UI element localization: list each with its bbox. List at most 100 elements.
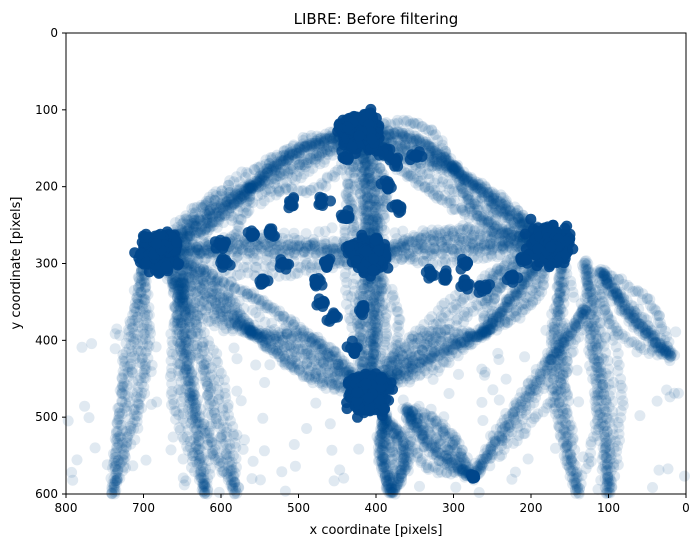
- scatter-point: [325, 133, 337, 144]
- scatter-point: [323, 141, 335, 153]
- scatter-point: [274, 167, 286, 179]
- scatter-point: [305, 152, 317, 164]
- scatter-point: [256, 188, 268, 200]
- scatter-point: [271, 156, 283, 168]
- scatter-point: [225, 197, 237, 208]
- scatter-point: [263, 158, 275, 170]
- scatter-point: [219, 209, 231, 221]
- scatter-point: [247, 197, 259, 209]
- scatter-point: [192, 224, 204, 236]
- scatter-point: [208, 216, 220, 228]
- scatter-point: [213, 205, 225, 217]
- scatter-point: [210, 208, 222, 219]
- scatter-point: [214, 202, 226, 214]
- scatter-point: [190, 220, 202, 232]
- scatter-point: [194, 215, 206, 227]
- scatter-point: [222, 184, 234, 196]
- scatter-point: [216, 185, 228, 197]
- scatter-point: [258, 195, 270, 207]
- scatter-point: [313, 138, 325, 150]
- scatter-point: [184, 230, 196, 242]
- scatter-point: [286, 172, 298, 184]
- scatter-point: [286, 146, 298, 158]
- scatter-point: [186, 234, 198, 245]
- scatter-point: [205, 209, 217, 221]
- scatter-point: [197, 229, 209, 241]
- scatter-point: [232, 213, 244, 225]
- scatter-point: [298, 168, 310, 180]
- scatter-point: [319, 153, 331, 165]
- scatter-point: [205, 194, 217, 206]
- points-layer: [62, 103, 690, 500]
- scatter-point: [184, 227, 196, 239]
- scatter-point: [237, 206, 249, 218]
- scatter-point: [282, 166, 294, 178]
- scatter-point: [264, 303, 276, 315]
- scatter-point: [230, 197, 242, 209]
- scatter-point: [271, 170, 283, 182]
- scatter-point: [233, 196, 245, 208]
- scatter-point: [298, 156, 309, 168]
- scatter-point: [232, 205, 244, 217]
- scatter-point: [327, 141, 339, 153]
- scatter-point: [255, 198, 267, 210]
- scatter-point: [234, 190, 246, 202]
- scatter-point: [213, 210, 224, 222]
- scatter-point: [201, 222, 212, 234]
- scatter-point: [317, 146, 328, 158]
- scatter-point: [264, 191, 275, 203]
- scatter-point: [280, 149, 292, 161]
- scatter-point: [226, 214, 238, 226]
- scatter-point: [242, 188, 253, 199]
- scatter-point: [244, 182, 256, 194]
- scatter-point: [268, 172, 280, 184]
- scatter-point: [303, 165, 315, 177]
- scatter-point: [278, 168, 289, 180]
- scatter-point: [290, 150, 302, 162]
- scatter-point: [294, 143, 306, 155]
- scatter-point: [315, 147, 327, 159]
- scatter-point: [227, 211, 239, 223]
- scatter-point: [234, 176, 246, 188]
- scatter-point: [259, 176, 271, 188]
- scatter-point: [302, 154, 314, 165]
- scatter-point: [206, 211, 218, 223]
- scatter-point: [253, 181, 265, 193]
- scatter-point: [299, 161, 311, 173]
- scatter-point: [309, 154, 321, 166]
- scatter-point: [238, 191, 250, 203]
- scatter-point: [289, 174, 301, 186]
- scatter-point: [198, 201, 209, 213]
- scatter-point: [189, 219, 201, 231]
- scatter-point: [302, 157, 314, 169]
- scatter-point: [223, 179, 234, 191]
- scatter-point: [270, 189, 282, 201]
- scatter-point: [191, 218, 203, 230]
- scatter-point: [201, 217, 213, 228]
- scatter-point: [255, 160, 267, 172]
- scatter-point: [211, 221, 223, 233]
- scatter-point: [228, 199, 240, 210]
- scatter-point: [242, 195, 254, 207]
- scatter-point: [225, 210, 237, 222]
- scatter-point: [204, 217, 216, 229]
- scatter-point: [320, 143, 332, 155]
- scatter-point: [205, 221, 217, 233]
- scatter-point: [293, 165, 305, 177]
- scatter-point: [307, 162, 319, 174]
- scatter-point: [264, 183, 276, 195]
- scatter-point: [263, 177, 275, 189]
- scatter-point: [277, 177, 289, 189]
- scatter-point: [291, 170, 303, 182]
- scatter-point: [252, 161, 264, 173]
- scatter-point: [252, 190, 264, 202]
- scatter-point: [177, 228, 189, 239]
- scatter-point: [313, 149, 325, 161]
- scatter-point: [280, 182, 292, 194]
- scatter-point: [201, 213, 213, 225]
- scatter-point: [244, 241, 256, 253]
- scatter-point: [303, 143, 315, 155]
- scatter-point: [258, 178, 270, 190]
- scatter-point: [274, 170, 285, 182]
